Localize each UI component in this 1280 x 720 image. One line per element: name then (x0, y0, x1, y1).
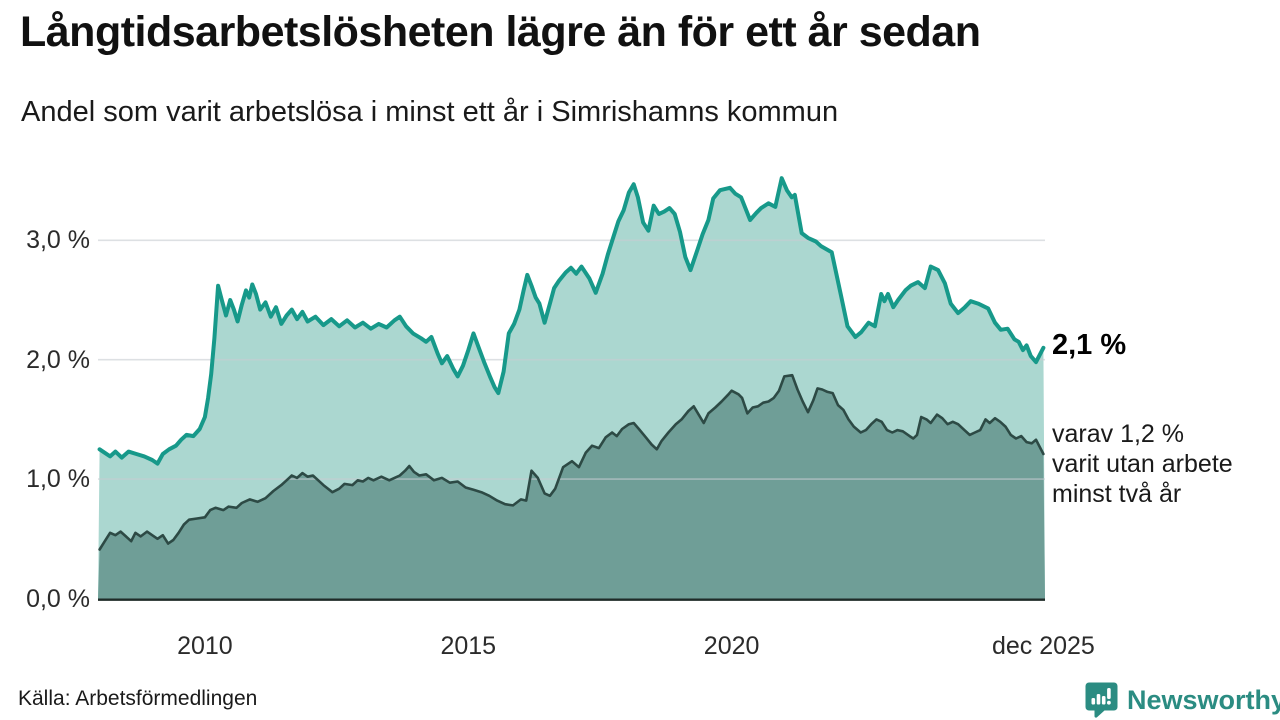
x-tick-label: 2020 (703, 632, 760, 660)
two-year-annotation-line2: varit utan arbete (1052, 450, 1233, 478)
y-tick-label: 2,0 % (26, 345, 90, 374)
newsworthy-wordmark: Newsworthy (1127, 685, 1280, 715)
newsworthy-logo: Newsworthy (1085, 682, 1280, 720)
two-year-annotation: varav 1,2 % varit utan arbete minst två … (1052, 419, 1233, 509)
two-year-area (98, 375, 1045, 599)
source-note: Källa: Arbetsförmedlingen (18, 687, 258, 710)
page-title: Långtidsarbetslösheten lägre än för ett … (20, 8, 981, 56)
two-year-line (98, 373, 1045, 551)
newsworthy-bubble-chart-icon (1085, 682, 1118, 720)
page-subtitle: Andel som varit arbetslösa i minst ett å… (21, 96, 839, 128)
x-tick-label: dec 2025 (991, 632, 1095, 660)
y-tick-label: 1,0 % (26, 465, 90, 494)
latest-total-label: 2,1 % (1052, 329, 1127, 361)
y-tick-label: 3,0 % (26, 226, 90, 255)
x-tick-label: 2010 (177, 632, 233, 660)
y-tick-label: 0,0 % (26, 584, 90, 613)
two-year-annotation-line3: minst två år (1052, 480, 1182, 508)
x-tick-label: 2015 (440, 632, 497, 660)
total-line (97, 176, 1046, 466)
two-year-annotation-line1: varav 1,2 % (1052, 420, 1185, 448)
